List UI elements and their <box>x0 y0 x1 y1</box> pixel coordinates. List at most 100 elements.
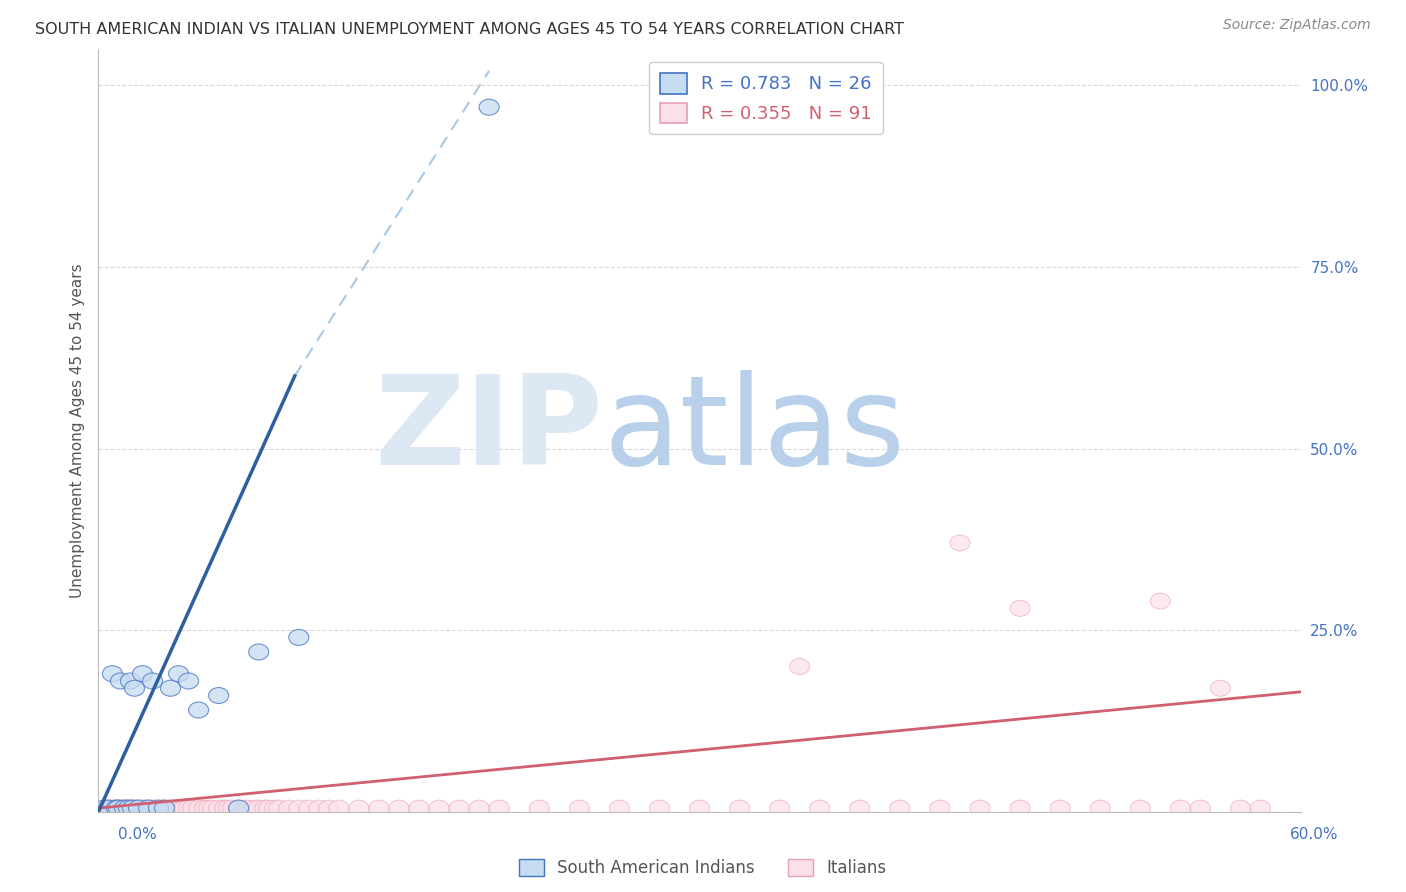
Ellipse shape <box>183 800 202 816</box>
Ellipse shape <box>163 800 183 816</box>
Ellipse shape <box>125 681 145 697</box>
Legend: R = 0.783   N = 26, R = 0.355   N = 91: R = 0.783 N = 26, R = 0.355 N = 91 <box>648 62 883 135</box>
Ellipse shape <box>254 800 274 816</box>
Ellipse shape <box>970 800 990 816</box>
Ellipse shape <box>489 800 509 816</box>
Text: 60.0%: 60.0% <box>1291 827 1339 841</box>
Ellipse shape <box>202 800 222 816</box>
Ellipse shape <box>103 800 122 816</box>
Ellipse shape <box>198 800 219 816</box>
Ellipse shape <box>117 800 136 816</box>
Ellipse shape <box>118 800 139 816</box>
Ellipse shape <box>1010 800 1031 816</box>
Ellipse shape <box>127 800 146 816</box>
Ellipse shape <box>142 800 163 816</box>
Ellipse shape <box>173 800 193 816</box>
Text: ZIP: ZIP <box>374 370 603 491</box>
Ellipse shape <box>1050 800 1070 816</box>
Ellipse shape <box>152 800 173 816</box>
Ellipse shape <box>139 800 159 816</box>
Ellipse shape <box>319 800 339 816</box>
Ellipse shape <box>169 800 188 816</box>
Ellipse shape <box>1191 800 1211 816</box>
Ellipse shape <box>1010 600 1031 616</box>
Ellipse shape <box>112 800 132 816</box>
Ellipse shape <box>188 800 208 816</box>
Ellipse shape <box>155 800 174 816</box>
Ellipse shape <box>449 800 470 816</box>
Ellipse shape <box>249 800 269 816</box>
Text: atlas: atlas <box>603 370 905 491</box>
Ellipse shape <box>132 800 152 816</box>
Ellipse shape <box>107 800 127 816</box>
Ellipse shape <box>215 800 235 816</box>
Text: Source: ZipAtlas.com: Source: ZipAtlas.com <box>1223 18 1371 32</box>
Ellipse shape <box>245 800 264 816</box>
Ellipse shape <box>159 800 179 816</box>
Ellipse shape <box>131 800 150 816</box>
Ellipse shape <box>121 673 141 689</box>
Ellipse shape <box>188 702 208 718</box>
Ellipse shape <box>135 800 155 816</box>
Ellipse shape <box>389 800 409 816</box>
Ellipse shape <box>1230 800 1250 816</box>
Ellipse shape <box>136 800 156 816</box>
Ellipse shape <box>650 800 669 816</box>
Ellipse shape <box>368 800 389 816</box>
Ellipse shape <box>849 800 870 816</box>
Ellipse shape <box>429 800 449 816</box>
Ellipse shape <box>108 800 128 816</box>
Ellipse shape <box>479 99 499 115</box>
Ellipse shape <box>730 800 749 816</box>
Ellipse shape <box>104 800 125 816</box>
Ellipse shape <box>194 800 215 816</box>
Ellipse shape <box>98 800 118 816</box>
Ellipse shape <box>122 800 142 816</box>
Ellipse shape <box>1250 800 1271 816</box>
Ellipse shape <box>1150 593 1170 609</box>
Ellipse shape <box>125 800 145 816</box>
Ellipse shape <box>103 665 122 681</box>
Ellipse shape <box>139 800 159 816</box>
Text: 0.0%: 0.0% <box>118 827 157 841</box>
Ellipse shape <box>128 800 149 816</box>
Ellipse shape <box>229 800 249 816</box>
Ellipse shape <box>98 800 118 816</box>
Ellipse shape <box>121 800 141 816</box>
Ellipse shape <box>890 800 910 816</box>
Ellipse shape <box>1090 800 1111 816</box>
Ellipse shape <box>174 800 194 816</box>
Ellipse shape <box>219 800 239 816</box>
Ellipse shape <box>288 800 309 816</box>
Ellipse shape <box>249 644 269 660</box>
Ellipse shape <box>950 535 970 551</box>
Ellipse shape <box>229 800 249 816</box>
Ellipse shape <box>409 800 429 816</box>
Ellipse shape <box>1130 800 1150 816</box>
Ellipse shape <box>1170 800 1191 816</box>
Ellipse shape <box>208 688 229 704</box>
Ellipse shape <box>155 800 174 816</box>
Ellipse shape <box>145 800 165 816</box>
Ellipse shape <box>299 800 319 816</box>
Ellipse shape <box>309 800 329 816</box>
Ellipse shape <box>128 800 149 816</box>
Y-axis label: Unemployment Among Ages 45 to 54 years: Unemployment Among Ages 45 to 54 years <box>69 263 84 598</box>
Ellipse shape <box>609 800 630 816</box>
Ellipse shape <box>569 800 589 816</box>
Ellipse shape <box>94 800 114 816</box>
Ellipse shape <box>235 800 254 816</box>
Ellipse shape <box>160 681 180 697</box>
Ellipse shape <box>269 800 288 816</box>
Ellipse shape <box>114 800 135 816</box>
Ellipse shape <box>114 800 135 816</box>
Ellipse shape <box>1211 681 1230 697</box>
Ellipse shape <box>689 800 710 816</box>
Ellipse shape <box>107 800 127 816</box>
Ellipse shape <box>169 665 188 681</box>
Ellipse shape <box>278 800 298 816</box>
Ellipse shape <box>141 800 160 816</box>
Ellipse shape <box>222 800 243 816</box>
Text: SOUTH AMERICAN INDIAN VS ITALIAN UNEMPLOYMENT AMONG AGES 45 TO 54 YEARS CORRELAT: SOUTH AMERICAN INDIAN VS ITALIAN UNEMPLO… <box>35 22 904 37</box>
Ellipse shape <box>790 658 810 674</box>
